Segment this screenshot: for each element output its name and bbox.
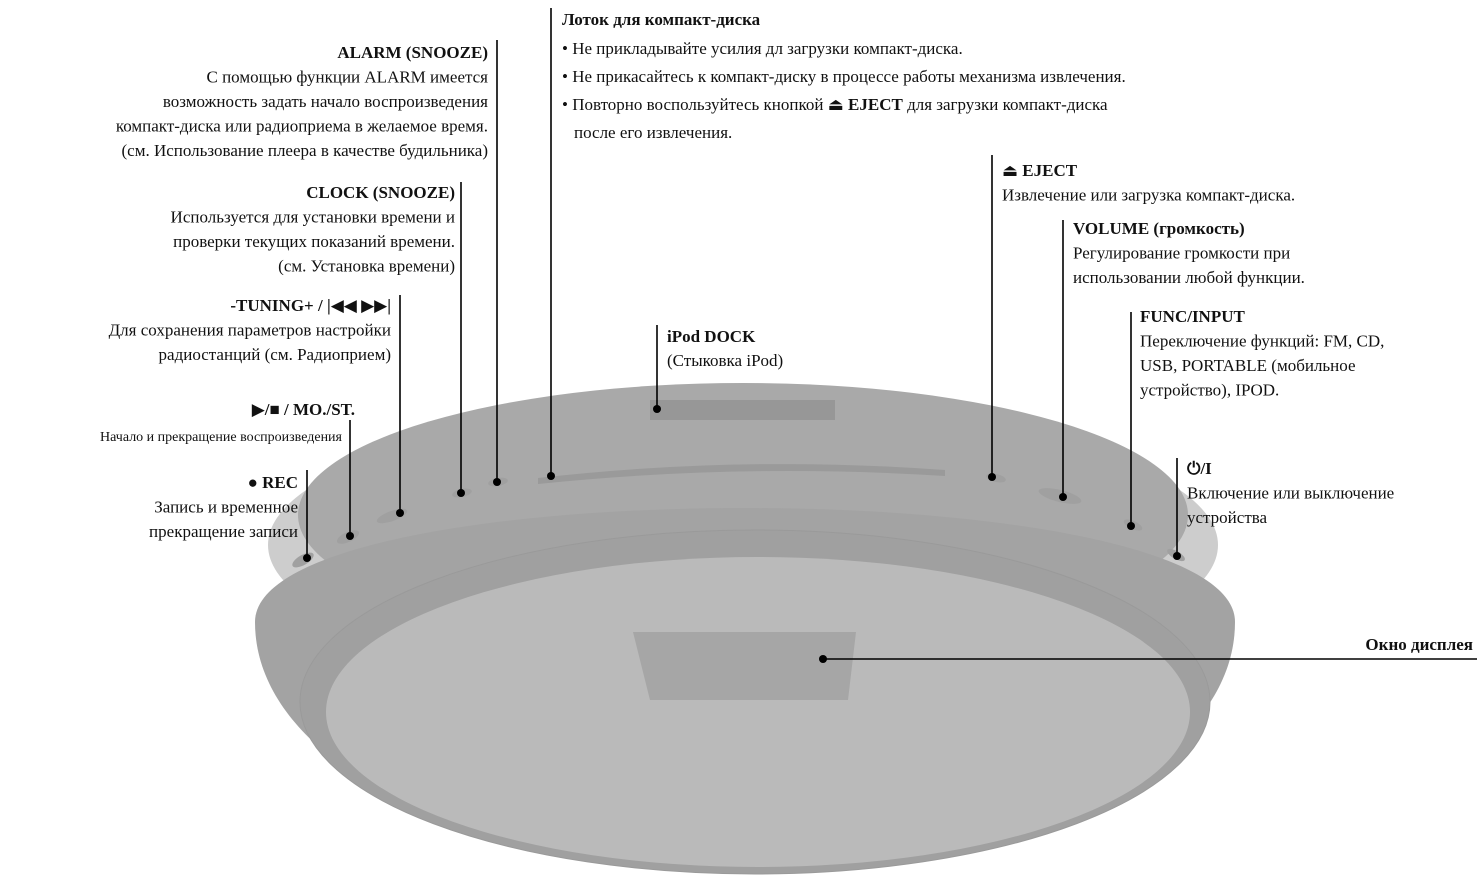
tray-bullet: • Не прикасайтесь к компакт-диску в проц… [562, 67, 1126, 86]
tray-title: Лоток для компакт-диска [562, 10, 761, 29]
leader-dot [1059, 493, 1067, 501]
leader-dot [1173, 552, 1181, 560]
leader-dot [819, 655, 827, 663]
callout-title: FUNC/INPUT [1140, 307, 1245, 326]
display-label: Окно дисплея [1365, 635, 1473, 654]
device [255, 383, 1235, 875]
callout-text: Извлечение или загрузка компакт-диска. [1002, 186, 1295, 205]
leader-dot [303, 554, 311, 562]
leader-dot [493, 478, 501, 486]
callout-text: Переключение функций: FM, CD, [1140, 332, 1384, 351]
callout-text: (Стыковка iPod) [667, 351, 783, 370]
callout-title: CLOCK (SNOOZE) [306, 183, 455, 202]
callout-text: Для сохранения параметров настройки [109, 321, 391, 340]
leader-dot [1127, 522, 1135, 530]
tray-bullet: после его извлечения. [574, 123, 732, 142]
leader-dot [457, 489, 465, 497]
callout-text: прекращение записи [149, 522, 298, 541]
callout-title: ⏻/I [1187, 459, 1212, 478]
callout-title: VOLUME (громкость) [1073, 219, 1245, 238]
display-window [633, 632, 856, 700]
callout-text: Используется для установки времени и [171, 208, 455, 227]
callout-text: устройство), IPOD. [1140, 381, 1279, 400]
leader-dot [988, 473, 996, 481]
leader-dot [653, 405, 661, 413]
callout-title: ● REC [248, 473, 298, 492]
callout-text: Запись и временное [154, 498, 298, 517]
cd-tray-slot [538, 464, 945, 484]
callout-text: Начало и прекращение воспроизведения [100, 430, 343, 445]
tray-bullet: • Не прикладывайте усилия дл загрузки ко… [562, 39, 963, 58]
top-face [326, 557, 1190, 867]
leader-dot [346, 532, 354, 540]
callout-text: Включение или выключение [1187, 484, 1394, 503]
ipod-dock [650, 400, 835, 420]
leader-dot [396, 509, 404, 517]
text: • Повторно воспользуйтесь кнопкой [562, 95, 823, 114]
callout-text: Регулирование громкости при [1073, 244, 1290, 263]
callout-title: -TUNING+ / |◀◀ ▶▶| [230, 296, 391, 315]
callout-text: С помощью функции ALARM имеется [207, 68, 489, 87]
callout-text: использовании любой функции. [1073, 268, 1305, 287]
callout-text: проверки текущих показаний времени. [173, 232, 455, 251]
callout-title: ⏏ EJECT [1002, 161, 1078, 180]
callout-text: USB, PORTABLE (мобильное [1140, 356, 1356, 375]
callout-text: компакт-диска или радиоприема в желаемое… [116, 117, 488, 136]
callouts: Лоток для компакт-диска • Не прикладывай… [100, 8, 1477, 663]
callout-title: iPod DOCK [667, 327, 756, 346]
leader-dot [547, 472, 555, 480]
text: для загрузки компакт-диска [907, 95, 1108, 114]
callout-text: возможность задать начало воспроизведени… [163, 92, 488, 111]
callout-text: (см. Использование плеера в качестве буд… [122, 141, 489, 160]
callout-text: (см. Установка времени) [278, 257, 455, 276]
callout-title: ▶/■ / MO./ST. [252, 400, 355, 419]
callout-text: устройства [1187, 508, 1268, 527]
tray-bullet: • Повторно воспользуйтесь кнопкой ⏏ EJEC… [562, 95, 1108, 114]
callout-text: радиостанций (см. Радиоприем) [159, 345, 391, 364]
callout-title: ALARM (SNOOZE) [337, 43, 488, 62]
text: ⏏ EJECT [828, 95, 904, 114]
